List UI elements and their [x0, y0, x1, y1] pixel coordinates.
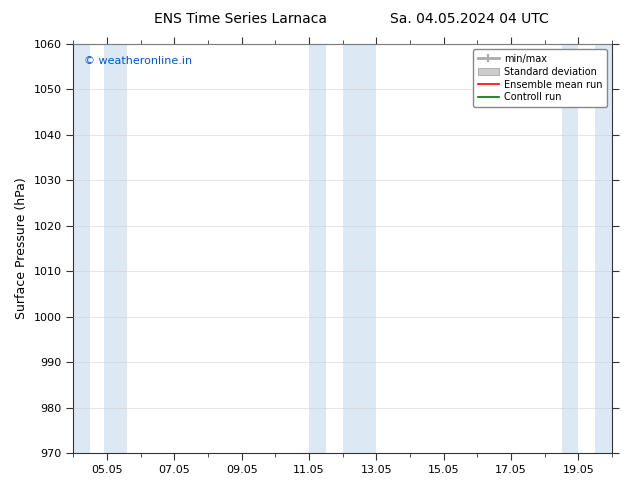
Text: Sa. 04.05.2024 04 UTC: Sa. 04.05.2024 04 UTC	[390, 12, 548, 26]
Bar	[595, 44, 612, 453]
Bar	[343, 44, 377, 453]
Text: © weatheronline.in: © weatheronline.in	[84, 56, 192, 66]
Y-axis label: Surface Pressure (hPa): Surface Pressure (hPa)	[15, 178, 28, 319]
Bar	[562, 44, 578, 453]
Legend: min/max, Standard deviation, Ensemble mean run, Controll run: min/max, Standard deviation, Ensemble me…	[473, 49, 607, 107]
Bar	[309, 44, 326, 453]
Bar	[104, 44, 127, 453]
Text: ENS Time Series Larnaca: ENS Time Series Larnaca	[155, 12, 327, 26]
Bar	[74, 44, 90, 453]
